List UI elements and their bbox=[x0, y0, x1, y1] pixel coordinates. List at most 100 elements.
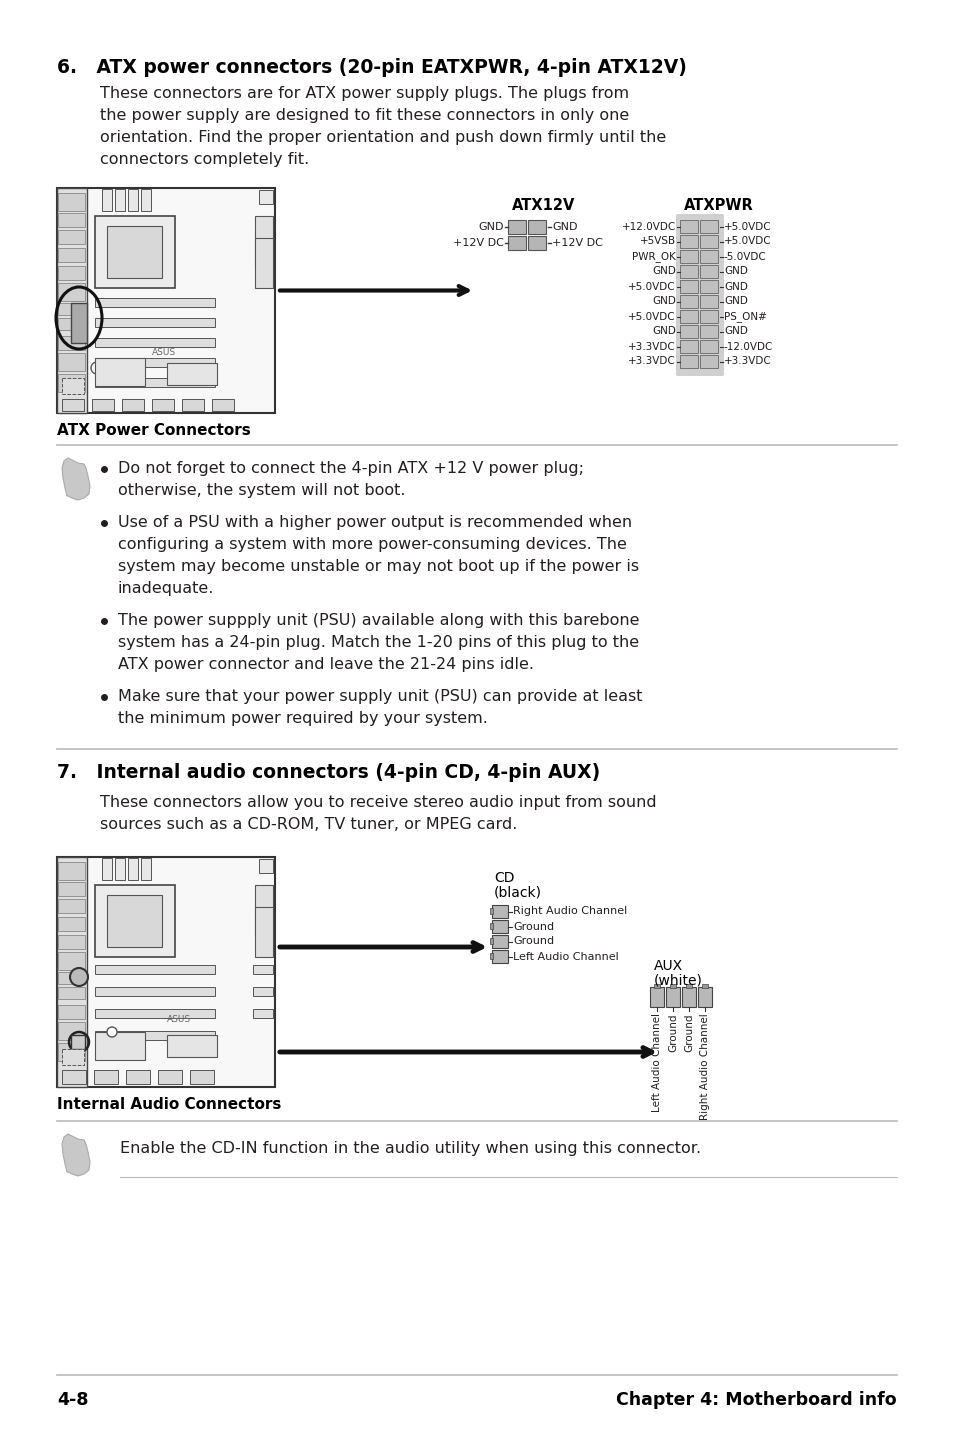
Bar bbox=[95, 1031, 214, 1040]
Text: ATX Power Connectors: ATX Power Connectors bbox=[57, 423, 251, 439]
Text: connectors completely fit.: connectors completely fit. bbox=[100, 152, 309, 167]
Text: +3.3VDC: +3.3VDC bbox=[723, 357, 771, 367]
Bar bbox=[126, 1070, 150, 1084]
Bar bbox=[91, 398, 113, 411]
Text: Right Audio Channel: Right Audio Channel bbox=[700, 1012, 709, 1120]
Bar bbox=[507, 220, 525, 234]
Bar bbox=[58, 352, 85, 371]
Bar bbox=[254, 884, 273, 935]
Text: +3.3VDC: +3.3VDC bbox=[628, 341, 676, 351]
Bar bbox=[254, 216, 273, 266]
Bar bbox=[679, 265, 698, 278]
Bar bbox=[700, 311, 718, 324]
Bar bbox=[700, 280, 718, 293]
Text: -12.0VDC: -12.0VDC bbox=[723, 341, 773, 351]
Text: 7.   Internal audio connectors (4-pin CD, 4-pin AUX): 7. Internal audio connectors (4-pin CD, … bbox=[57, 764, 599, 782]
Bar bbox=[62, 1048, 84, 1066]
Text: These connectors allow you to receive stereo audio input from sound: These connectors allow you to receive st… bbox=[100, 795, 656, 810]
Text: Do not forget to connect the 4-pin ATX +12 V power plug;: Do not forget to connect the 4-pin ATX +… bbox=[118, 462, 583, 476]
Text: (white): (white) bbox=[654, 974, 702, 986]
Text: ASUS: ASUS bbox=[152, 348, 176, 357]
Circle shape bbox=[91, 362, 103, 374]
Text: AUX: AUX bbox=[654, 959, 682, 974]
Text: PWR_OK: PWR_OK bbox=[632, 252, 676, 262]
Polygon shape bbox=[62, 1135, 90, 1176]
Bar bbox=[492, 920, 507, 933]
Text: +3.3VDC: +3.3VDC bbox=[628, 357, 676, 367]
Bar bbox=[681, 986, 696, 1007]
Bar bbox=[58, 917, 85, 930]
Bar bbox=[128, 188, 138, 211]
Bar bbox=[95, 965, 214, 974]
Text: GND: GND bbox=[552, 221, 577, 232]
Bar bbox=[95, 986, 214, 997]
Polygon shape bbox=[62, 457, 90, 500]
Text: 6.   ATX power connectors (20-pin EATXPWR, 4-pin ATX12V): 6. ATX power connectors (20-pin EATXPWR,… bbox=[57, 58, 686, 78]
Text: Left Audio Channel: Left Audio Channel bbox=[513, 952, 618, 962]
Text: +5.0VDC: +5.0VDC bbox=[628, 282, 676, 292]
Bar bbox=[167, 362, 216, 385]
Bar bbox=[254, 907, 273, 958]
Text: Left Audio Channel: Left Audio Channel bbox=[651, 1012, 661, 1112]
Text: GND: GND bbox=[723, 266, 747, 276]
Bar bbox=[527, 220, 545, 234]
Text: These connectors are for ATX power supply plugs. The plugs from: These connectors are for ATX power suppl… bbox=[100, 86, 628, 101]
Bar bbox=[58, 1005, 85, 1020]
Bar bbox=[95, 1009, 214, 1018]
Text: Ground: Ground bbox=[667, 1012, 678, 1051]
Bar bbox=[700, 325, 718, 338]
Bar bbox=[700, 355, 718, 368]
FancyBboxPatch shape bbox=[676, 214, 723, 375]
Bar bbox=[507, 236, 525, 250]
Bar bbox=[107, 226, 162, 278]
Bar bbox=[58, 213, 85, 227]
Text: GND: GND bbox=[478, 221, 503, 232]
Bar bbox=[700, 250, 718, 263]
Bar bbox=[490, 923, 493, 929]
Bar bbox=[490, 907, 493, 915]
Bar bbox=[190, 1070, 213, 1084]
Text: GND: GND bbox=[723, 282, 747, 292]
Text: Ground: Ground bbox=[513, 936, 554, 946]
Bar bbox=[95, 298, 214, 306]
Bar bbox=[102, 858, 112, 880]
Bar bbox=[527, 236, 545, 250]
Bar bbox=[95, 216, 174, 288]
Text: GND: GND bbox=[723, 296, 747, 306]
Bar bbox=[57, 188, 274, 413]
Bar bbox=[490, 938, 493, 943]
Bar bbox=[58, 899, 85, 913]
Text: CD: CD bbox=[494, 871, 514, 884]
Bar bbox=[128, 858, 138, 880]
Bar bbox=[679, 280, 698, 293]
Text: ATXPWR: ATXPWR bbox=[683, 198, 753, 213]
Bar bbox=[95, 338, 214, 347]
Bar bbox=[700, 295, 718, 308]
Text: ATX12V: ATX12V bbox=[512, 198, 575, 213]
Bar bbox=[679, 295, 698, 308]
Text: GND: GND bbox=[652, 326, 676, 336]
Bar bbox=[95, 378, 214, 387]
Text: Right Audio Channel: Right Audio Channel bbox=[513, 906, 626, 916]
Text: ASUS: ASUS bbox=[167, 1015, 191, 1024]
Text: Ground: Ground bbox=[683, 1012, 693, 1051]
Bar bbox=[253, 1009, 273, 1018]
Text: ATX power connector and leave the 21-24 pins idle.: ATX power connector and leave the 21-24 … bbox=[118, 657, 534, 672]
Bar bbox=[58, 1022, 85, 1040]
Text: +5.0VDC: +5.0VDC bbox=[723, 236, 771, 246]
Bar bbox=[700, 265, 718, 278]
Text: +12V DC: +12V DC bbox=[453, 239, 503, 247]
Bar bbox=[57, 188, 87, 413]
Bar bbox=[167, 1035, 216, 1057]
Bar bbox=[253, 965, 273, 974]
Text: orientation. Find the proper orientation and push down firmly until the: orientation. Find the proper orientation… bbox=[100, 129, 665, 145]
Bar bbox=[58, 881, 85, 896]
Text: Ground: Ground bbox=[513, 922, 554, 932]
Bar bbox=[649, 986, 663, 1007]
Bar bbox=[492, 951, 507, 963]
Text: the minimum power required by your system.: the minimum power required by your syste… bbox=[118, 710, 487, 726]
Text: +5VSB: +5VSB bbox=[639, 236, 676, 246]
Bar bbox=[58, 283, 85, 301]
Bar bbox=[57, 857, 87, 1087]
Bar bbox=[258, 190, 273, 204]
